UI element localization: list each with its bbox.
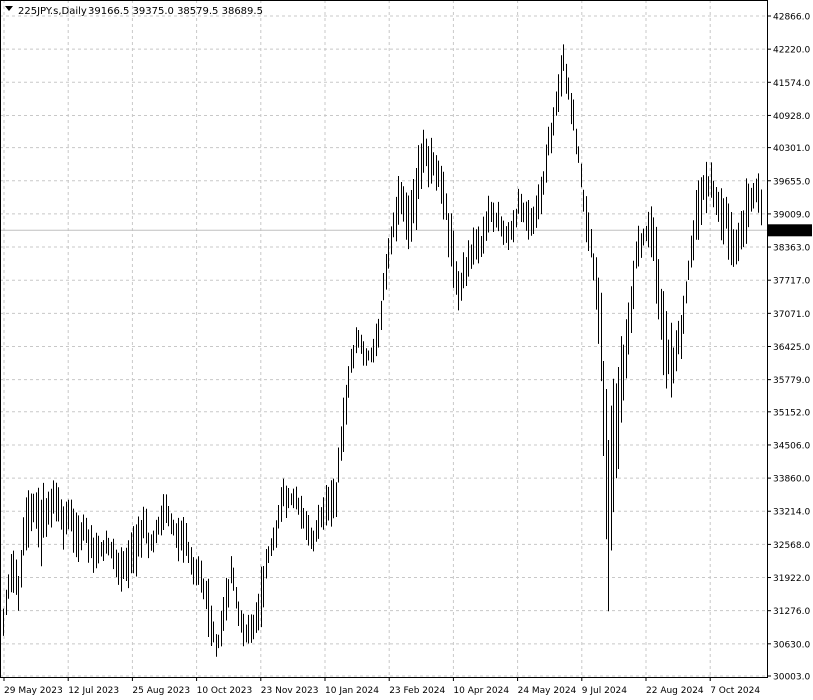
y-tick-label: 34506.0 xyxy=(773,441,810,451)
y-tick-label: 30003.0 xyxy=(773,673,810,683)
x-tick-label: 23 Feb 2024 xyxy=(389,686,445,696)
x-tick-label: 12 Jul 2023 xyxy=(68,686,119,696)
current-price-label-background xyxy=(768,224,812,237)
price-axis: 42866.0 42220.0 41574.0 40928.0 40301.0 39655… xyxy=(767,13,810,683)
ohlc-bars xyxy=(3,44,762,657)
y-tick-label: 31922.0 xyxy=(773,574,810,584)
symbol-timeframe-label: 225JPY.s,Daily xyxy=(18,6,87,17)
y-tick-label: 35779.0 xyxy=(773,376,810,386)
y-tick-label: 42220.0 xyxy=(773,46,810,56)
x-tick-label: 25 Aug 2023 xyxy=(132,686,190,696)
time-axis: 29 May 2023 12 Jul 2023 25 Aug 2023 10 Oct … xyxy=(3,677,760,696)
y-tick-label: 33860.0 xyxy=(773,475,810,485)
x-tick-label: 24 May 2024 xyxy=(518,686,577,696)
y-tick-label: 38363.0 xyxy=(773,244,810,254)
x-tick-label: 9 Jul 2024 xyxy=(582,686,627,696)
y-tick-label: 39009.0 xyxy=(773,210,810,220)
y-tick-label: 37071.0 xyxy=(773,310,810,320)
x-tick-label: 22 Aug 2024 xyxy=(646,686,704,696)
x-tick-label: 10 Apr 2024 xyxy=(453,686,509,696)
plot-frame xyxy=(0,0,768,678)
current-price-label: 38689.5 xyxy=(768,224,812,237)
y-tick-label: 42866.0 xyxy=(773,13,810,23)
y-tick-label: 40301.0 xyxy=(773,144,810,154)
y-tick-label: 40928.0 xyxy=(773,112,810,122)
y-tick-label: 39655.0 xyxy=(773,177,810,187)
dropdown-triangle-icon[interactable] xyxy=(5,6,13,11)
y-tick-label: 36425.0 xyxy=(773,343,810,353)
y-tick-label: 30630.0 xyxy=(773,640,810,650)
y-tick-label: 32568.0 xyxy=(773,541,810,551)
x-tick-label: 10 Jan 2024 xyxy=(325,686,379,696)
x-tick-label: 10 Oct 2023 xyxy=(197,686,253,696)
y-tick-label: 33214.0 xyxy=(773,508,810,518)
ohlc-values-label: 39166.5 39375.0 38579.5 38689.5 xyxy=(88,6,263,17)
x-tick-label: 29 May 2023 xyxy=(4,686,63,696)
grid-lines xyxy=(0,0,767,677)
y-tick-label: 37717.0 xyxy=(773,277,810,287)
y-tick-label: 41574.0 xyxy=(773,79,810,89)
x-tick-label: 7 Oct 2024 xyxy=(710,686,760,696)
chart-header: 225JPY.s,Daily 39166.5 39375.0 38579.5 3… xyxy=(5,6,263,17)
y-tick-label: 35152.0 xyxy=(773,408,810,418)
x-tick-label: 23 Nov 2023 xyxy=(261,686,319,696)
current-price-label-text: 38689.5 xyxy=(773,227,810,237)
y-tick-label: 31276.0 xyxy=(773,607,810,617)
